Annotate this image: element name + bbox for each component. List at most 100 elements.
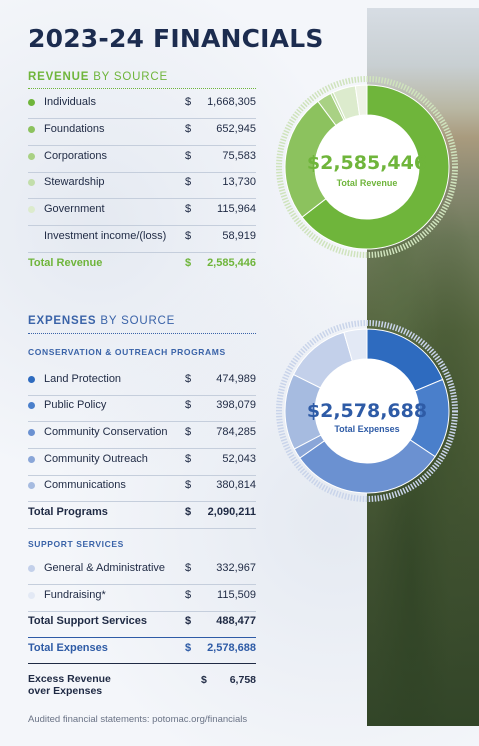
- row-currency: $: [185, 399, 192, 411]
- legend-dot: [28, 206, 35, 213]
- expense-program-row: Communications $380,814: [28, 477, 256, 497]
- expenses-total-divider: [28, 663, 256, 664]
- row-currency: $: [185, 230, 192, 242]
- expense-support-row: General & Administrative $332,967: [28, 560, 256, 580]
- row-currency: $: [185, 257, 192, 269]
- row-amount: 380,814: [216, 479, 256, 491]
- row-currency: $: [185, 176, 192, 188]
- programs-total-row: Total Programs $2,090,211: [28, 504, 256, 524]
- row-divider: [28, 475, 256, 476]
- row-label: Government: [44, 203, 105, 215]
- row-label: Fundraising*: [44, 589, 106, 601]
- expense-program-row: Land Protection $474,989: [28, 371, 256, 391]
- row-amount: 115,964: [217, 203, 256, 215]
- row-currency: $: [185, 96, 192, 108]
- row-label: Communications: [44, 479, 126, 491]
- row-label: Total Programs: [28, 506, 108, 518]
- expenses-donut: $2,578,688 Total Expenses: [274, 318, 460, 504]
- row-amount: 398,079: [216, 399, 256, 411]
- support-total-divider: [28, 637, 256, 638]
- excess-revenue-row: Excess Revenue over Expenses $ 6,758: [28, 673, 256, 697]
- row-currency: $: [185, 123, 192, 135]
- row-divider: [28, 145, 256, 146]
- row-divider: [28, 501, 256, 502]
- excess-label-line2: over Expenses: [28, 685, 103, 697]
- row-currency: $: [185, 589, 192, 601]
- row-label: General & Administrative: [44, 562, 166, 574]
- row-amount: 2,090,211: [207, 506, 256, 518]
- row-currency: $: [185, 203, 192, 215]
- expenses-donut-caption: Total Expenses: [334, 424, 400, 434]
- revenue-row: Government $115,964: [28, 201, 256, 221]
- row-divider: [28, 421, 256, 422]
- footer-note: Audited financial statements: potomac.or…: [28, 714, 248, 725]
- revenue-heading-light: BY SOURCE: [93, 71, 168, 83]
- legend-dot: [28, 153, 35, 160]
- row-amount: 58,919: [222, 230, 256, 242]
- row-amount: 784,285: [216, 426, 256, 438]
- expense-program-row: Community Outreach $52,043: [28, 451, 256, 471]
- donut-center: [315, 359, 419, 463]
- legend-dot: [28, 482, 35, 489]
- row-label: Stewardship: [44, 176, 105, 188]
- excess-amount: 6,758: [229, 674, 256, 686]
- legend-dot: [28, 565, 35, 572]
- revenue-heading-bold: REVENUE: [28, 71, 90, 83]
- row-label: Land Protection: [44, 373, 122, 385]
- row-currency: $: [185, 479, 192, 491]
- row-divider: [28, 225, 256, 226]
- excess-currency: $: [201, 674, 207, 686]
- donut-outer-ring: [276, 320, 458, 502]
- row-label: Community Conservation: [44, 426, 168, 438]
- expenses-donut-value: $2,578,688: [306, 400, 428, 422]
- row-amount: 52,043: [222, 453, 256, 465]
- row-label: Community Outreach: [44, 453, 148, 465]
- revenue-divider: [28, 88, 256, 89]
- row-label: Total Support Services: [28, 615, 147, 627]
- revenue-row: Investment income/(loss) $58,919: [28, 228, 256, 248]
- row-currency: $: [185, 615, 192, 627]
- row-divider: [28, 448, 256, 449]
- legend-dot: [28, 592, 35, 599]
- row-amount: 2,585,446: [207, 257, 256, 269]
- row-divider: [28, 584, 256, 585]
- row-currency: $: [185, 426, 192, 438]
- revenue-row: Stewardship $13,730: [28, 174, 256, 194]
- row-currency: $: [185, 453, 192, 465]
- revenue-total-row: Total Revenue $2,585,446: [28, 255, 256, 275]
- row-label: Foundations: [44, 123, 105, 135]
- row-divider: [28, 395, 256, 396]
- legend-dot: [28, 429, 35, 436]
- legend-dot: [28, 376, 35, 383]
- legend-dot: [28, 402, 35, 409]
- legend-dot: [28, 126, 35, 133]
- row-label: Public Policy: [44, 399, 107, 411]
- row-amount: 115,509: [217, 589, 256, 601]
- row-currency: $: [185, 150, 192, 162]
- row-divider: [28, 198, 256, 199]
- expenses-donut-chart: [276, 320, 458, 502]
- excess-label-line1: Excess Revenue: [28, 673, 111, 685]
- expense-support-row: Fundraising* $115,509: [28, 587, 256, 607]
- revenue-donut-chart: [276, 76, 458, 258]
- row-divider: [28, 118, 256, 119]
- expenses-total-row: Total Expenses $2,578,688: [28, 640, 256, 660]
- expense-program-row: Community Conservation $784,285: [28, 424, 256, 444]
- row-divider: [28, 252, 256, 253]
- row-label: Investment income/(loss): [44, 230, 167, 242]
- expenses-heading: EXPENSES BY SOURCE: [28, 315, 175, 327]
- row-amount: 2,578,688: [207, 642, 256, 654]
- row-divider: [28, 172, 256, 173]
- donut-center: [315, 115, 419, 219]
- row-amount: 488,477: [216, 615, 256, 627]
- legend-dot: [28, 456, 35, 463]
- row-amount: 474,989: [216, 373, 256, 385]
- donut-outer-ring: [276, 76, 458, 258]
- row-divider: [28, 611, 256, 612]
- revenue-row: Individuals $1,668,305: [28, 94, 256, 114]
- row-amount: 75,583: [222, 150, 256, 162]
- row-currency: $: [185, 642, 192, 654]
- row-currency: $: [185, 506, 192, 518]
- row-amount: 652,945: [216, 123, 256, 135]
- revenue-row: Foundations $652,945: [28, 121, 256, 141]
